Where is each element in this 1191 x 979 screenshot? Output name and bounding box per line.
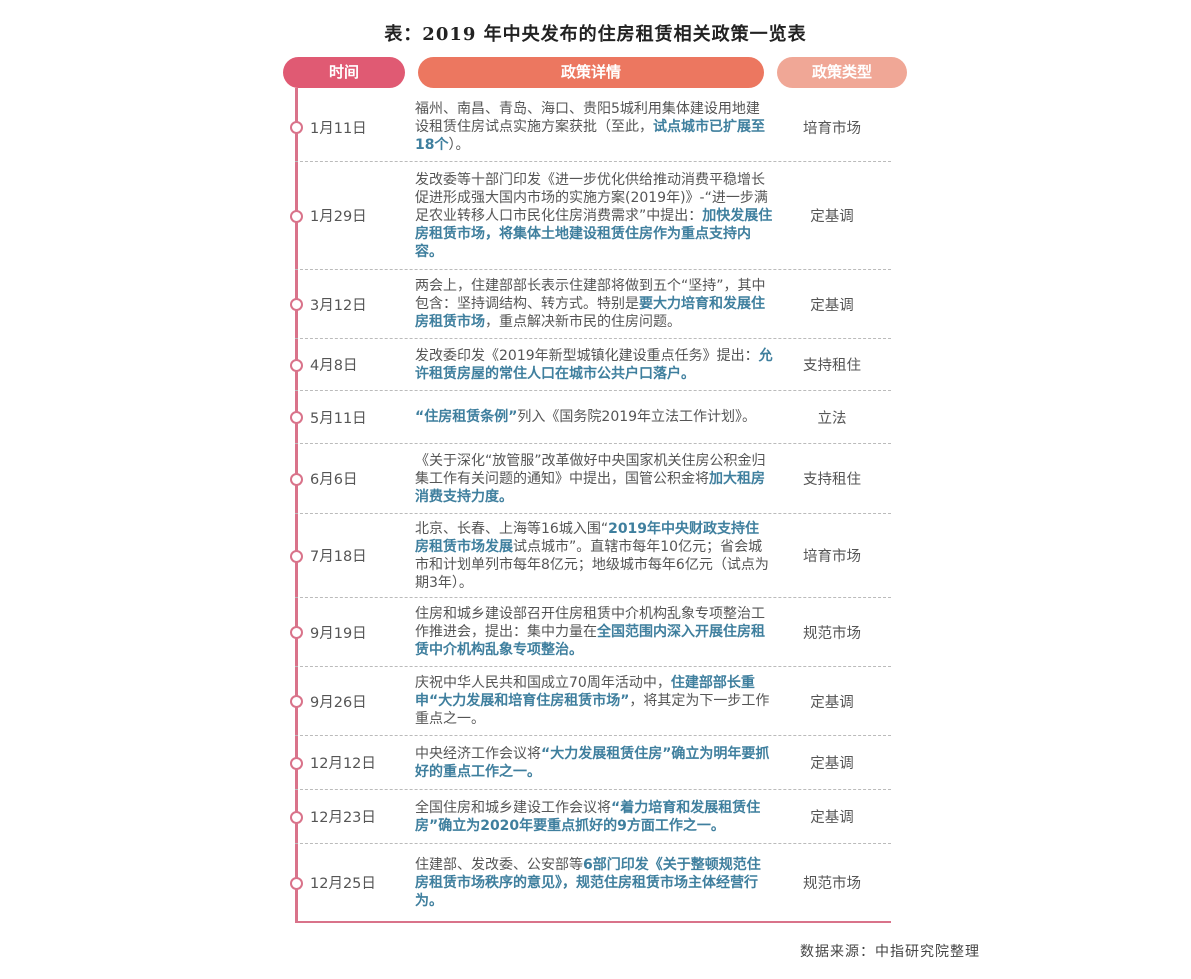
detail-text: 福州、南昌、青岛、海口、贵阳5城利用集体建设用地建设租赁住房试点实施方案获批（至… <box>415 101 760 135</box>
timeline-dot-icon <box>290 358 303 372</box>
detail-highlight: 加大租房消费支持力度。 <box>415 470 765 505</box>
detail-text: ）。 <box>448 137 470 153</box>
detail-text: 全国住房和城乡建设工作会议将 <box>415 799 611 816</box>
row-type: 定基调 <box>810 209 854 225</box>
page-title: 表：2019 年中央发布的住房租赁相关政策一览表 <box>384 24 807 45</box>
row-date: 7月18日 <box>310 549 367 565</box>
header-type: 政策类型 <box>777 57 907 88</box>
detail-text: 试点城市”。直辖市每年10亿元；省会城市和计划单列市每年8亿元；地级城市每年6亿… <box>415 538 769 591</box>
detail-highlight: “住房租赁条例” <box>415 409 518 425</box>
header-detail: 政策详情 <box>418 57 764 88</box>
row-type: 支持租住 <box>803 358 861 374</box>
detail-text: 列入《国务院2019年立法工作计划》。 <box>517 409 757 425</box>
table-row: 6月6日 《关于深化“放管服”改革做好中央国家机关住房公积金归集工作有关问题的通知… <box>290 444 891 514</box>
row-type: 培育市场 <box>803 549 861 565</box>
timeline-dot-icon <box>290 756 303 770</box>
timeline-dot-icon <box>290 810 303 824</box>
source-note: 数据来源：中指研究院整理 <box>800 944 980 960</box>
row-date: 9月19日 <box>310 625 367 642</box>
row-detail: 全国住房和城乡建设工作会议将“着力培育和发展租赁住房”确立为2020年要重点抓好… <box>415 799 773 835</box>
row-detail: 住建部、发改委、公安部等6部门印发《关于整顿规范住房租赁市场秩序的意见》，规范住… <box>415 856 773 910</box>
row-detail: 庆祝中华人民共和国成立70周年活动中，住建部部长重申“大力发展和培育住房租赁市场… <box>415 674 773 728</box>
table-row: 1月29日 发改委等十部门印发《进一步优化供给推动消费平稳增长促进形成强大国内市场… <box>290 162 891 270</box>
detail-text: 《关于深化“放管服”改革做好中央国家机关住房公积金归集工作有关问题的通知》中提出… <box>415 452 766 487</box>
detail-highlight: 允许租赁房屋的常住人口在城市公共户口落户。 <box>415 347 773 382</box>
timeline-dot-icon <box>290 298 303 311</box>
detail-text: 两会上，住建部部长表示住建部将做到五个“坚持”，其中包含：坚持调结构、转方式。特… <box>415 278 766 312</box>
timeline-dot-icon <box>290 876 303 890</box>
row-type: 规范市场 <box>803 625 861 642</box>
row-detail: 中央经济工作会议将“大力发展租赁住房”确立为明年要抓好的重点工作之一。 <box>415 745 773 781</box>
detail-highlight: “大力发展租赁住房”确立为明年要抓好的重点工作之一。 <box>415 745 770 780</box>
row-date: 4月8日 <box>310 358 358 374</box>
detail-highlight: 加快发展住房租赁市场，将集体土地建设租赁住房作为重点支持内容。 <box>415 207 773 260</box>
detail-text: 发改委印发《2019年新型城镇化建设重点任务》提出： <box>415 347 759 364</box>
table-row: 9月19日 住房和城乡建设部召开住房租赁中介机构乱象专项整治工作推进会，提出：集中… <box>290 598 891 667</box>
table-bottom-line <box>295 921 891 923</box>
row-detail: 福州、南昌、青岛、海口、贵阳5城利用集体建设用地建设租赁住房试点实施方案获批（至… <box>415 100 773 154</box>
row-type: 定基调 <box>810 694 854 711</box>
detail-text: 发改委等十部门印发《进一步优化供给推动消费平稳增长促进形成强大国内市场的实施方案… <box>415 171 768 224</box>
row-type: 定基调 <box>810 297 854 314</box>
row-date: 6月6日 <box>310 472 358 488</box>
row-detail: 住房和城乡建设部召开住房租赁中介机构乱象专项整治工作推进会，提出：集中力量在全国… <box>415 605 773 659</box>
detail-highlight: 6部门印发《关于整顿规范住房租赁市场秩序的意见》，规范住房租赁市场主体经营行为。 <box>415 856 761 909</box>
row-date: 1月11日 <box>310 120 367 137</box>
detail-text: ，重点解决新市民的住房问题。 <box>485 314 681 330</box>
table-row: 1月11日 福州、南昌、青岛、海口、贵阳5城利用集体建设用地建设租赁住房试点实施方… <box>290 93 891 162</box>
row-type: 规范市场 <box>803 876 861 892</box>
timeline-dot-icon <box>290 626 303 639</box>
row-detail: 发改委等十部门印发《进一步优化供给推动消费平稳增长促进形成强大国内市场的实施方案… <box>415 171 773 261</box>
table-row: 12月12日 中央经济工作会议将“大力发展租赁住房”确立为明年要抓好的重点工作之一… <box>290 736 891 790</box>
header-time: 时间 <box>283 57 405 88</box>
detail-text: 北京、长春、上海等16城入围“ <box>415 520 609 537</box>
detail-text: ，将其定为下一步工作重点之一。 <box>415 693 770 727</box>
row-type: 培育市场 <box>803 120 861 137</box>
table-row: 5月11日 “住房租赁条例”列入《国务院2019年立法工作计划》。 立法 <box>290 391 891 444</box>
detail-highlight: 全国范围内深入开展住房租赁中介机构乱象专项整治。 <box>415 624 765 658</box>
row-date: 5月11日 <box>310 410 367 427</box>
row-date: 12月12日 <box>310 756 376 772</box>
row-date: 9月26日 <box>310 694 367 711</box>
row-date: 12月25日 <box>310 876 376 892</box>
detail-highlight: 要大力培育和发展住房租赁市场 <box>415 296 765 330</box>
detail-highlight: “着力培育和发展租赁住房”确立为2020年要重点抓好的9方面工作之一。 <box>415 799 761 834</box>
row-date: 12月23日 <box>310 810 376 826</box>
row-detail: 两会上，住建部部长表示住建部将做到五个“坚持”，其中包含：坚持调结构、转方式。特… <box>415 277 773 331</box>
detail-highlight: 2019年中央财政支持住房租赁市场发展 <box>415 520 760 555</box>
row-detail: 北京、长春、上海等16城入围“2019年中央财政支持住房租赁市场发展试点城市”。… <box>415 520 773 592</box>
row-date: 1月29日 <box>310 209 367 225</box>
detail-text: 住建部、发改委、公安部等 <box>415 856 583 873</box>
timeline-dot-icon <box>290 411 303 424</box>
row-detail: “住房租赁条例”列入《国务院2019年立法工作计划》。 <box>415 408 773 426</box>
detail-text: 中央经济工作会议将 <box>415 745 541 762</box>
detail-highlight: 住建部部长重申“大力发展和培育住房租赁市场” <box>415 675 755 709</box>
detail-text: 住房和城乡建设部召开住房租赁中介机构乱象专项整治工作推进会，提出：集中力量在 <box>415 606 765 640</box>
timeline-dot-icon <box>290 209 303 223</box>
row-type: 立法 <box>817 410 847 427</box>
row-date: 3月12日 <box>310 297 367 314</box>
timeline-dot-icon <box>290 472 303 486</box>
row-detail: 发改委印发《2019年新型城镇化建设重点任务》提出：允许租赁房屋的常住人口在城市… <box>415 347 773 383</box>
row-type: 支持租住 <box>803 472 861 488</box>
timeline-line <box>295 88 298 923</box>
table-row: 12月23日 全国住房和城乡建设工作会议将“着力培育和发展租赁住房”确立为2020… <box>290 790 891 844</box>
table-row: 3月12日 两会上，住建部部长表示住建部将做到五个“坚持”，其中包含：坚持调结构、… <box>290 270 891 339</box>
table-row: 12月25日 住建部、发改委、公安部等6部门印发《关于整顿规范住房租赁市场秩序的意… <box>290 844 891 921</box>
table-row: 7月18日 北京、长春、上海等16城入围“2019年中央财政支持住房租赁市场发展试… <box>290 514 891 598</box>
timeline-dot-icon <box>290 549 303 563</box>
table-row: 9月26日 庆祝中华人民共和国成立70周年活动中，住建部部长重申“大力发展和培育住… <box>290 667 891 736</box>
row-detail: 《关于深化“放管服”改革做好中央国家机关住房公积金归集工作有关问题的通知》中提出… <box>415 452 773 506</box>
detail-text: 庆祝中华人民共和国成立70周年活动中， <box>415 675 671 691</box>
timeline-dot-icon <box>290 121 303 134</box>
row-type: 定基调 <box>810 756 854 772</box>
table-row: 4月8日 发改委印发《2019年新型城镇化建设重点任务》提出：允许租赁房屋的常住人… <box>290 339 891 391</box>
timeline-dot-icon <box>290 695 303 708</box>
row-type: 定基调 <box>810 810 854 826</box>
detail-highlight: 试点城市已扩展至18个 <box>415 119 765 153</box>
